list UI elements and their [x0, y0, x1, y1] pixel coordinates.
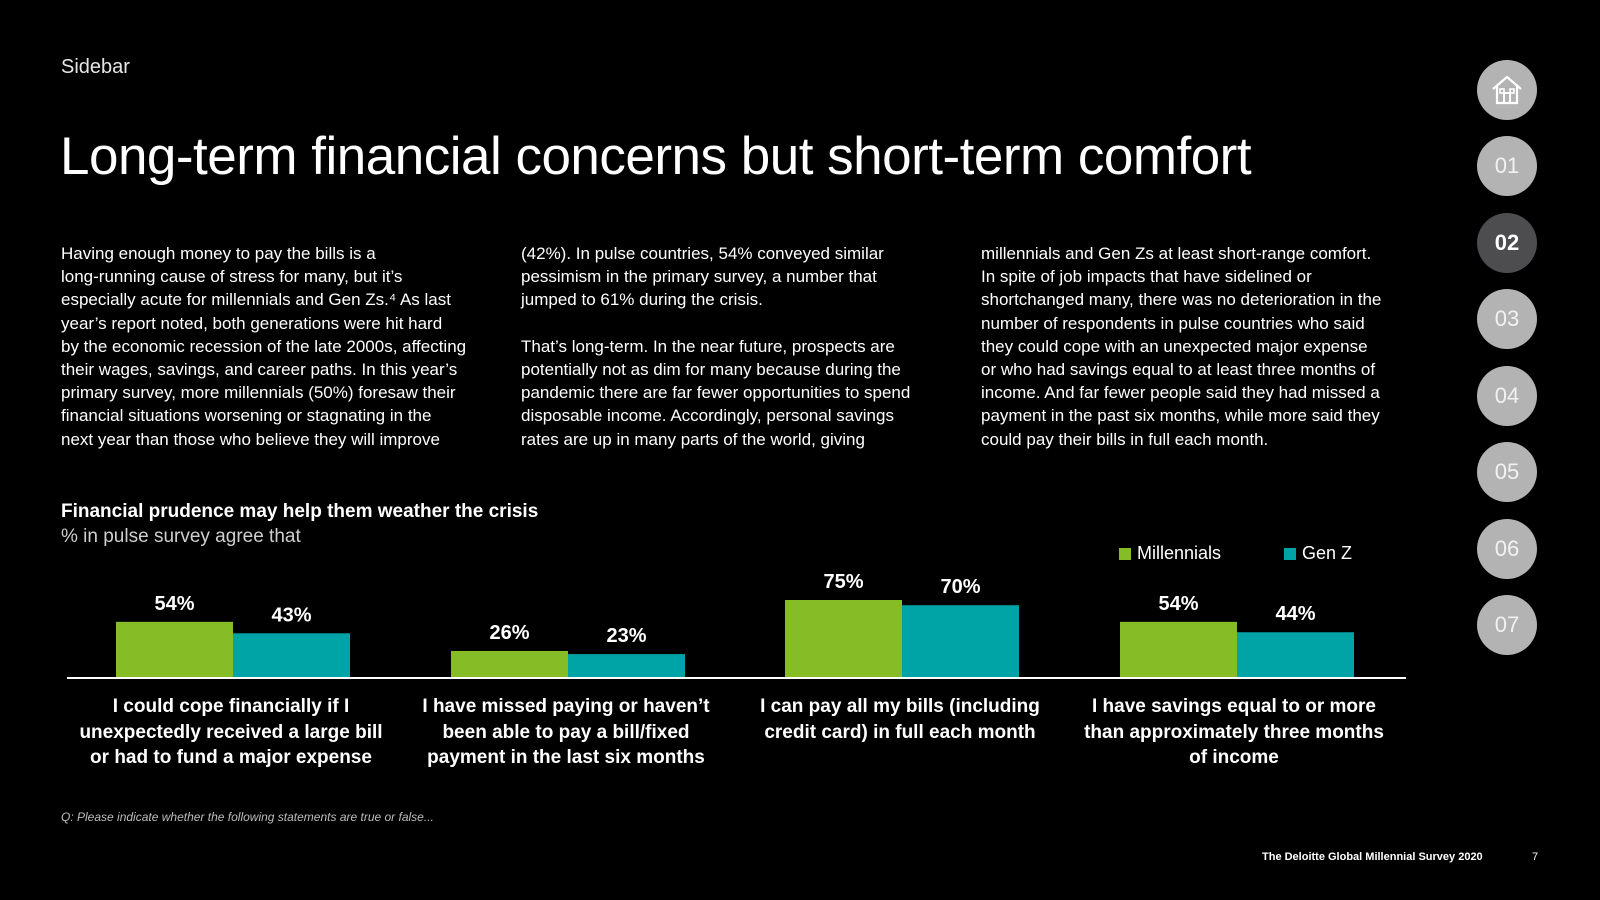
- bar-millennials-4: [1120, 621, 1237, 678]
- footer-publication: The Deloitte Global Millennial Survey 20…: [1262, 851, 1483, 863]
- data-label-millennials-2: 26%: [489, 622, 529, 644]
- bar-millennials-3: [785, 600, 902, 678]
- footnote: Q: Please indicate whether the following…: [61, 810, 434, 824]
- data-label-gen-z-3: 70%: [940, 576, 980, 598]
- legend-label-gen-z: Gen Z: [1302, 543, 1353, 563]
- nav-section-03[interactable]: 03: [1477, 289, 1537, 349]
- body-text-column-3: millennials and Gen Zs at least short-ra…: [981, 244, 1382, 449]
- chart-subtitle: % in pulse survey agree that: [61, 526, 301, 547]
- nav-section-07[interactable]: 07: [1477, 595, 1537, 655]
- nav-section-05[interactable]: 05: [1477, 442, 1537, 502]
- nav-section-01[interactable]: 01: [1477, 136, 1537, 196]
- bar-gen-z-4: [1237, 632, 1354, 678]
- data-label-gen-z-1: 43%: [271, 604, 311, 626]
- page-title: Long-term financial concerns but short-t…: [60, 127, 1252, 186]
- nav-section-06[interactable]: 06: [1477, 518, 1537, 579]
- data-label-gen-z-2: 23%: [606, 625, 646, 647]
- body-text-column-2: (42%). In pulse countries, 54% conveyed …: [521, 244, 911, 449]
- data-label-millennials-4: 54%: [1158, 593, 1198, 615]
- section-kicker: Sidebar: [61, 56, 130, 78]
- legend-item-gen-z: Gen Z: [1284, 543, 1352, 564]
- category-label-missed-payment: I have missed paying or haven’t been abl…: [422, 696, 710, 768]
- legend-label-millennials: Millennials: [1137, 543, 1222, 563]
- chart-title: Financial prudence may help them weather…: [61, 501, 539, 522]
- body-text-column-1: Having enough money to pay the bills is …: [61, 244, 467, 449]
- bar-millennials-2: [451, 650, 568, 678]
- legend-item-millennials: Millennials: [1119, 543, 1221, 564]
- legend-swatch-millennials: [1119, 547, 1131, 560]
- nav-home-button[interactable]: [1477, 60, 1537, 120]
- category-label-savings: I have savings equal to or more than app…: [1084, 696, 1384, 768]
- bar-gen-z-3: [902, 605, 1019, 678]
- data-label-millennials-3: 75%: [823, 571, 863, 593]
- page-number: 7: [1532, 851, 1539, 863]
- bar-millennials-1: [116, 621, 233, 678]
- legend-swatch-gen-z: [1284, 547, 1296, 560]
- bar-gen-z-1: [233, 633, 350, 678]
- data-label-millennials-1: 54%: [154, 593, 194, 615]
- home-icon: [1492, 75, 1522, 105]
- category-label-cope-financially: I could cope financially if I unexpected…: [79, 696, 383, 768]
- category-label-pay-bills-in-full: I can pay all my bills (including credit…: [760, 696, 1040, 743]
- bar-gen-z-2: [568, 654, 685, 678]
- nav-section-04[interactable]: 04: [1477, 365, 1537, 426]
- nav-section-02[interactable]: 02: [1477, 212, 1537, 273]
- data-label-gen-z-4: 44%: [1275, 603, 1315, 625]
